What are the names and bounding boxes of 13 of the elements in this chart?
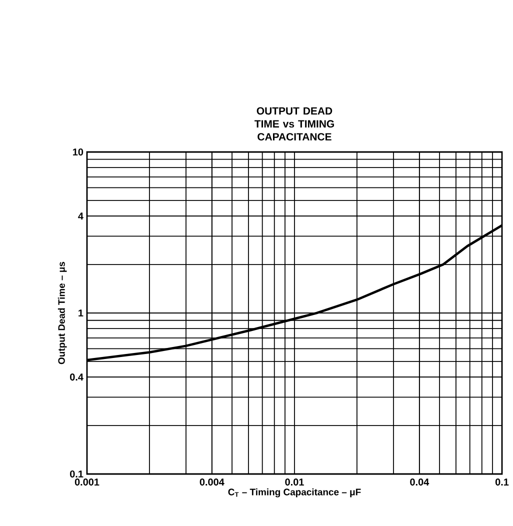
x-tick-label: 0.004 [200,478,224,486]
y-tick-label: 0.4 [70,374,84,381]
y-tick-label: 4 [78,212,84,220]
y-tick-label: 10 [73,148,84,156]
y-tick-label: 1 [78,310,84,316]
x-tick-label: 0.001 [74,478,100,486]
y-tick-label: 0.1 [70,470,84,478]
x-tick-label: 0.01 [285,478,304,486]
x-tick-label: 0.1 [495,478,509,486]
x-tick-label: 0.04 [410,478,430,486]
x-axis-title: C$_{T}$ – Timing Capacitance – μF [228,488,361,498]
chart-title: OUTPUT DEAD TIME vs TIMING CAPACITANCE [254,107,334,141]
y-axis-title: Output Dead Time – μs [58,262,67,364]
